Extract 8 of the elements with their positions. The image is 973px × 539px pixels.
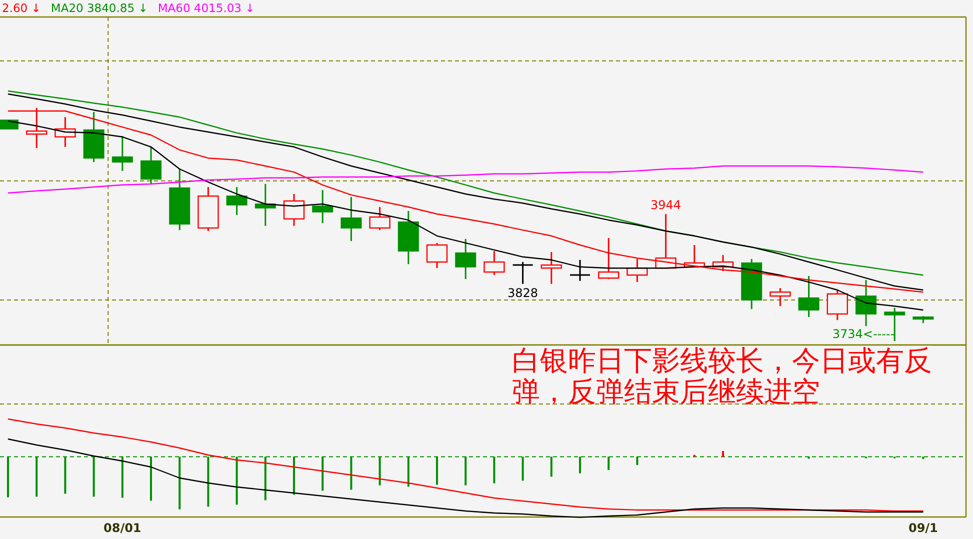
text: MA60 4015.03 ↓ [158,1,255,15]
text: MA20 3840.85 ↓ [50,1,148,15]
text: 2.60 ↓ [2,1,41,15]
annotation: 3734<----- [832,327,895,341]
x-tick-label: 08/01 [104,521,142,535]
x-tick-label: 09/1 [908,521,938,535]
annotation: 3828 [508,286,538,300]
annotation: 3944 [650,198,682,212]
